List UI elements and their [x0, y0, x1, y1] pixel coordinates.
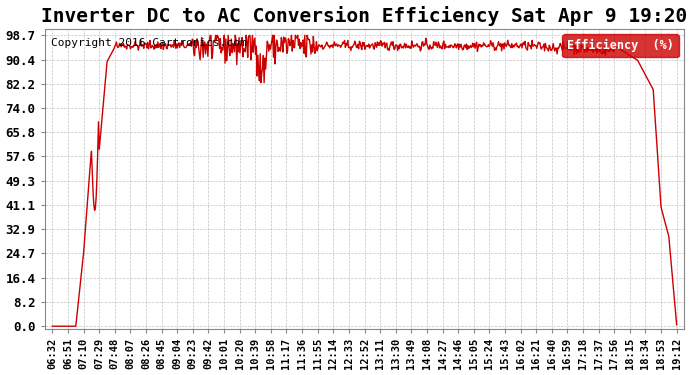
Title: Inverter DC to AC Conversion Efficiency Sat Apr 9 19:20: Inverter DC to AC Conversion Efficiency … [41, 6, 688, 26]
Legend: Efficiency  (%): Efficiency (%) [562, 34, 678, 57]
Text: Copyright 2016 Cartronics.com: Copyright 2016 Cartronics.com [51, 38, 247, 48]
